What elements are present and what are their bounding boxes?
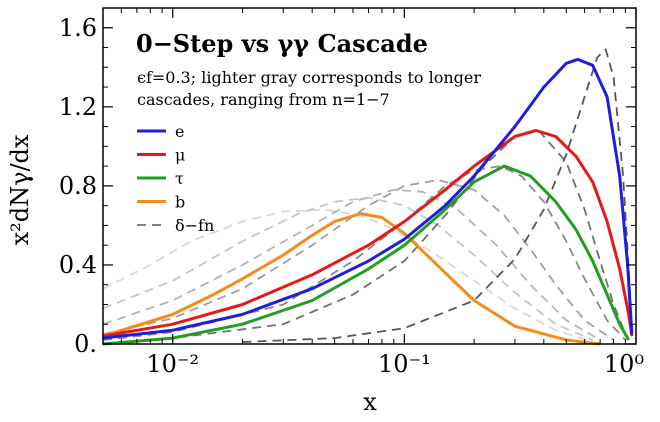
x-tick-label: 10⁰ [604, 350, 644, 378]
legend-label-delta-fn: δ−fn [175, 216, 214, 235]
annotation-line-1: ϵf=0.3; lighter gray corresponds to long… [137, 68, 481, 87]
series-line-mu [102, 129, 634, 338]
y-tick-label: 0.8 [59, 172, 97, 200]
reference-curve-n6 [102, 196, 594, 341]
legend-label-e: e [175, 122, 184, 141]
series-lines [102, 57, 634, 346]
reference-curve-n3 [102, 165, 627, 341]
x-axis-title: x [363, 388, 377, 416]
series-line-e [102, 57, 634, 340]
series-line-b [102, 212, 601, 346]
x-tick-label: 10⁻¹ [378, 350, 431, 378]
y-tick-label: 1.6 [59, 14, 97, 42]
legend-label-b: b [175, 193, 185, 212]
series-line-tau [102, 164, 631, 346]
reference-curve-n1 [242, 47, 632, 343]
chart-title: 0−Step vs γγ Cascade [136, 29, 428, 58]
y-axis-title: x²dNγ/dx [6, 134, 34, 245]
axis-ticks: 10⁻² 10⁻¹ 10⁰ 0. 0.4 0.8 1.2 1.6 [59, 8, 644, 378]
x-tick-label: 10⁻² [146, 350, 199, 378]
legend-label-tau: τ [175, 169, 184, 188]
reference-curve-n7 [102, 208, 593, 343]
y-tick-label: 0.4 [59, 251, 97, 279]
y-tick-label: 1.2 [59, 93, 97, 121]
reference-curves [102, 47, 632, 345]
annotation-line-2: cascades, ranging from n=1−7 [137, 90, 390, 109]
plot-frame [102, 7, 637, 345]
reference-curve-n5 [102, 188, 601, 341]
reference-curve-n2 [102, 129, 627, 345]
legend-label-mu: μ [175, 146, 185, 165]
y-tick-label: 0. [74, 330, 97, 358]
